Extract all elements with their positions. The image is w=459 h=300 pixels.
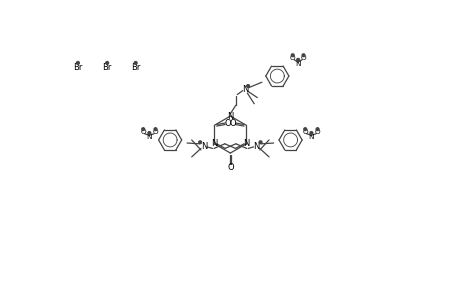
- Circle shape: [141, 128, 144, 130]
- Circle shape: [148, 132, 151, 134]
- Text: N: N: [243, 139, 249, 148]
- Text: Br: Br: [102, 63, 112, 72]
- Text: N: N: [308, 134, 313, 140]
- Text: O: O: [302, 129, 308, 135]
- Text: O: O: [224, 119, 230, 128]
- Circle shape: [302, 54, 304, 57]
- Text: O: O: [227, 163, 233, 172]
- Circle shape: [154, 128, 157, 130]
- Text: O: O: [300, 55, 306, 61]
- Text: N: N: [146, 134, 152, 140]
- Text: N: N: [227, 112, 233, 121]
- Circle shape: [303, 128, 306, 130]
- Circle shape: [296, 58, 299, 61]
- Text: N: N: [253, 142, 259, 151]
- Text: N: N: [241, 85, 248, 94]
- Circle shape: [134, 61, 137, 64]
- Text: O: O: [289, 55, 295, 61]
- Circle shape: [309, 132, 312, 134]
- Text: O: O: [230, 119, 236, 128]
- Circle shape: [76, 61, 79, 64]
- Circle shape: [315, 128, 318, 130]
- Circle shape: [198, 141, 201, 144]
- Text: N: N: [201, 142, 207, 151]
- Circle shape: [246, 85, 249, 87]
- Text: O: O: [140, 129, 146, 135]
- Circle shape: [291, 54, 293, 57]
- Circle shape: [258, 141, 261, 144]
- Text: Br: Br: [73, 63, 83, 72]
- Text: O: O: [152, 129, 158, 135]
- Text: N: N: [211, 139, 217, 148]
- Text: N: N: [295, 61, 300, 67]
- Text: O: O: [314, 129, 319, 135]
- Text: Br: Br: [131, 63, 140, 72]
- Circle shape: [106, 61, 108, 64]
